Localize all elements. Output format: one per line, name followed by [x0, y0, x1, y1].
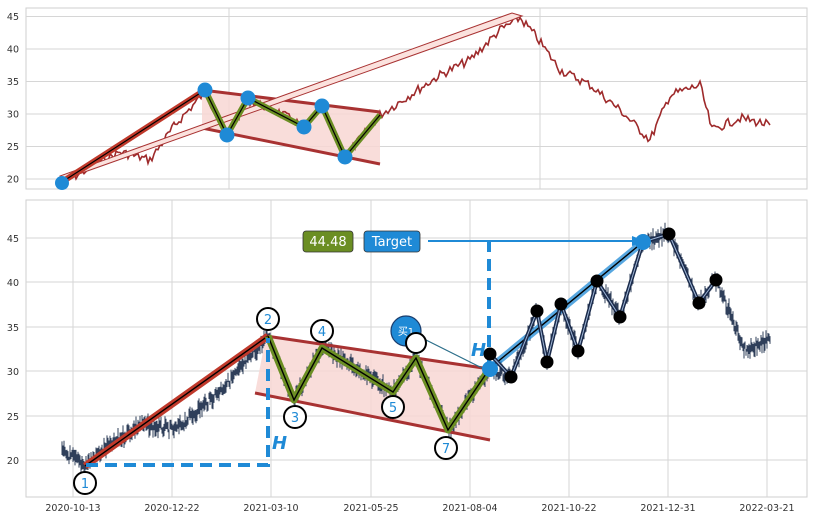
point-marker-7 [434, 436, 458, 460]
black-pivot [709, 273, 723, 287]
point-marker-5 [381, 395, 405, 419]
top-panel: 20 25 30 35 40 45 [7, 7, 808, 190]
bottom-channel-upper [265, 334, 491, 371]
top-pivot-marker [240, 90, 256, 106]
xtick-label: 2021-08-04 [442, 503, 497, 514]
point-marker-4 [310, 319, 334, 343]
black-pivot [504, 370, 518, 384]
top-y-tick-labels: 20 25 30 35 40 45 [7, 12, 19, 186]
top-ytick-label: 20 [7, 175, 19, 186]
bottom-ytick-label: 45 [7, 234, 19, 245]
bottom-y-tick-labels: 20 25 30 35 40 45 [7, 234, 19, 467]
target-marker [635, 234, 651, 250]
top-plot-area [25, 7, 808, 190]
h-label-left: H [272, 433, 287, 454]
top-channel-upper [201, 88, 381, 114]
bottom-x-tick-labels: 2020-10-13 2020-12-22 2021-03-10 2021-05… [45, 503, 794, 514]
bottom-ytick-label: 25 [7, 412, 19, 423]
target-box: Target [363, 230, 421, 253]
point-marker-6 [405, 332, 427, 354]
black-pivot [540, 355, 554, 369]
black-pivot [613, 310, 627, 324]
black-pivot [692, 296, 706, 310]
black-pivot-markers [483, 227, 723, 384]
point-label-7: 7 [442, 442, 450, 457]
bottom-panel: 20 25 30 35 40 45 2020-10-13 2020-12-22 … [7, 199, 808, 514]
target-box-text: Target [371, 235, 412, 250]
top-pole-line-dark [61, 89, 206, 183]
top-pivot-marker [314, 98, 330, 114]
xtick-label: 2022-03-21 [739, 503, 794, 514]
top-pivot-marker [337, 149, 353, 165]
pivot-marker-8 [482, 361, 498, 377]
pattern-point-markers: 1 2 3 4 5 7 [73, 234, 651, 495]
pattern-zigzag-dark [267, 335, 491, 432]
bottom-ytick-label: 30 [7, 367, 19, 378]
black-pivot [571, 344, 585, 358]
top-ytick-label: 25 [7, 142, 19, 153]
pole-line-dark [84, 335, 269, 467]
height-measure-left [86, 338, 270, 467]
post-breakout-zigzag-light [489, 233, 717, 378]
top-ytick-label: 40 [7, 45, 19, 56]
top-pivot-marker [197, 82, 213, 98]
point-marker-1 [73, 471, 97, 495]
top-pivot-marker [55, 176, 69, 190]
black-pivot [662, 227, 676, 241]
black-pivot [483, 347, 497, 361]
top-ytick-label: 45 [7, 12, 19, 23]
black-pivot [554, 297, 568, 311]
bottom-ytick-label: 40 [7, 278, 19, 289]
h-label-right: H [471, 340, 486, 361]
point-label-5: 5 [389, 401, 397, 416]
bottom-ytick-label: 20 [7, 456, 19, 467]
top-ytick-label: 30 [7, 110, 19, 121]
point-marker-2 [256, 307, 280, 331]
point-label-2: 2 [264, 313, 272, 328]
xtick-label: 2021-05-25 [343, 503, 398, 514]
point-label-3: 3 [291, 411, 299, 426]
xtick-label: 2020-12-22 [144, 503, 199, 514]
value-box: 44.48 [302, 230, 354, 253]
point-label-1: 1 [81, 477, 89, 492]
bottom-ytick-label: 35 [7, 323, 19, 334]
point-marker-3 [283, 405, 307, 429]
xtick-label: 2021-12-31 [640, 503, 695, 514]
black-pivot [590, 274, 604, 288]
xtick-label: 2020-10-13 [45, 503, 100, 514]
top-pivot-marker [296, 119, 312, 135]
top-price-line [61, 15, 771, 184]
black-pivot [530, 304, 544, 318]
xtick-label: 2021-03-10 [243, 503, 298, 514]
point-label-4: 4 [318, 325, 326, 340]
top-pivot-marker [219, 127, 235, 143]
top-ytick-label: 35 [7, 77, 19, 88]
value-box-text: 44.48 [309, 235, 346, 250]
target-box-bg [363, 230, 421, 253]
xtick-label: 2021-10-22 [541, 503, 596, 514]
value-box-bg [302, 230, 354, 253]
